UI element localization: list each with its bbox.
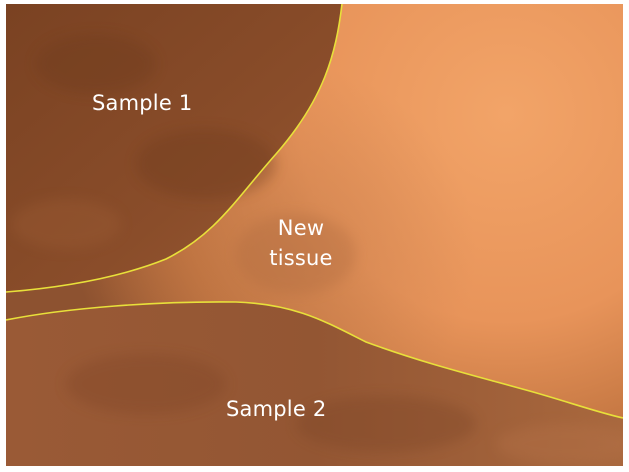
tissue-texture <box>11 34 623 464</box>
sample-2-boundary-line <box>6 301 623 419</box>
sample-1-boundary-line <box>6 4 343 293</box>
microscopy-image: Sample 1 New tissue Sample 2 <box>6 4 623 466</box>
micrograph-canvas <box>6 4 623 466</box>
new-tissue-label: New tissue <box>269 216 333 270</box>
sample-1-label: Sample 1 <box>92 91 193 115</box>
sample-2-label: Sample 2 <box>226 397 327 421</box>
